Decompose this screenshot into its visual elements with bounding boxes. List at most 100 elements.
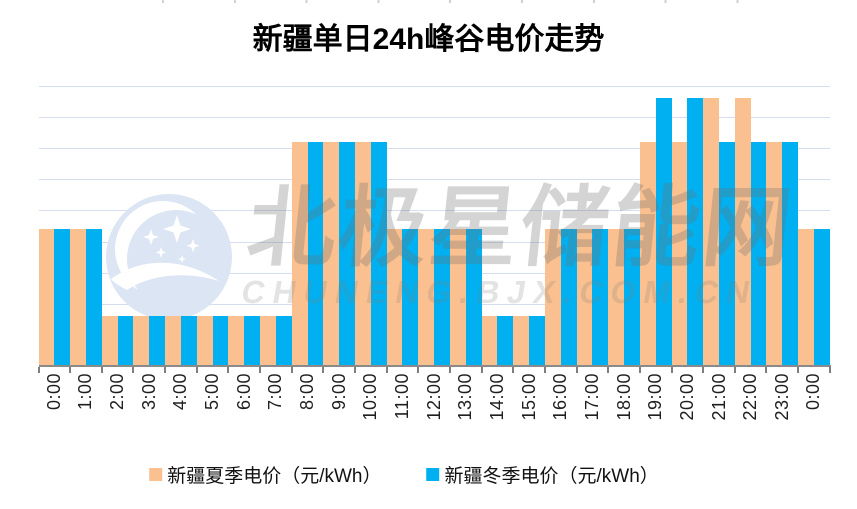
bar-summer-4:00	[165, 316, 181, 367]
bar-summer-16:00	[544, 229, 561, 367]
bar-winter-8:00	[307, 141, 324, 367]
watermark-text-en: CHUNENG.BJX.COM.CN	[238, 274, 761, 310]
gridline	[38, 210, 830, 212]
bjx-crescent-stars-logo-icon	[106, 194, 232, 320]
x-axis-label-text: 16:00	[550, 373, 571, 421]
axis-tick	[512, 367, 515, 374]
bars-layer	[38, 86, 830, 367]
axis-tick	[733, 367, 736, 374]
bar-winter-14:00	[497, 316, 514, 367]
watermark-text-cn: 北极星储能网	[242, 178, 800, 277]
bar-summer-22:00	[734, 98, 751, 367]
x-axis-labels: 0:00 1:00 2:00 3:00 4:00 5:00 6:00 7:00 8:00 9:00…	[39, 373, 831, 445]
bar-winter-15:00	[529, 316, 545, 367]
gridline	[38, 148, 830, 150]
bar-winter-2:00	[117, 316, 134, 367]
x-axis-ticks	[37, 367, 831, 374]
legend: 新疆夏季电价（元/kWh） 新疆冬季电价（元/kWh）	[149, 461, 659, 488]
x-axis-label: 22:00	[738, 373, 764, 443]
legend-item-summer: 新疆夏季电价（元/kWh）	[149, 461, 382, 488]
x-axis-label: 16:00	[548, 373, 574, 443]
bar-winter-16:00	[560, 229, 577, 367]
bar-winter-12:00	[434, 229, 450, 367]
bar-summer-18:00	[608, 229, 625, 367]
x-axis-label: 12:00	[421, 373, 447, 443]
axis-tick	[448, 367, 451, 374]
x-axis-label: 7:00	[263, 373, 289, 443]
bar-summer-10:00	[355, 141, 371, 367]
bar-winter-0:00	[54, 229, 71, 367]
bar-summer-17:00	[576, 229, 593, 367]
x-axis-label-text: 20:00	[676, 373, 697, 421]
x-axis-label-text: 5:00	[202, 373, 223, 411]
legend-swatch-summer	[149, 468, 163, 481]
bar-summer-14:00	[481, 316, 498, 367]
bar-winter-23:00	[782, 141, 799, 367]
x-axis-label-text: 4:00	[170, 373, 191, 411]
axis-tick	[164, 367, 167, 374]
bar-winter-20:00	[687, 98, 704, 367]
bar-summer-2:00	[101, 316, 118, 367]
x-axis-label: 11:00	[389, 373, 415, 443]
bar-summer-23:00	[766, 141, 783, 367]
x-axis-label-text: 0:00	[43, 373, 64, 411]
axis-tick	[480, 367, 483, 374]
bar-winter-7:00	[275, 316, 292, 367]
legend-label: 新疆夏季电价（元/kWh）	[167, 466, 382, 487]
x-axis-label-text: 12:00	[423, 373, 444, 421]
x-axis-label-text: 13:00	[455, 373, 476, 421]
cropped-axis-marks	[162, 0, 762, 3]
legend-label: 新疆冬季电价（元/kWh）	[444, 466, 659, 487]
x-axis-label: 8:00	[295, 373, 321, 443]
bar-summer-15:00	[513, 316, 530, 367]
x-axis-label: 20:00	[674, 373, 700, 443]
bar-winter-11:00	[402, 229, 419, 367]
bar-summer-3:00	[133, 316, 150, 367]
bar-winter-9:00	[339, 141, 355, 367]
x-axis-label: 13:00	[453, 373, 479, 443]
bar-summer-6:00	[228, 316, 245, 367]
axis-tick	[543, 367, 546, 374]
axis-tick	[69, 367, 72, 374]
x-axis-label-text: 21:00	[708, 373, 729, 421]
bar-winter-13:00	[465, 229, 482, 367]
x-axis-label-text: 23:00	[771, 373, 792, 421]
axis-tick	[195, 367, 198, 374]
bar-summer-19:00	[639, 141, 656, 367]
x-axis-label-text: 10:00	[360, 373, 381, 421]
bar-summer-8:00	[291, 141, 308, 367]
x-axis-label: 0:00	[41, 373, 67, 443]
bar-winter-10:00	[370, 141, 387, 367]
x-axis-label: 23:00	[769, 373, 795, 443]
x-axis-label-text: 18:00	[613, 373, 634, 421]
x-axis-label-text: 2:00	[107, 373, 128, 411]
bar-summer-21:00	[703, 98, 719, 367]
axis-tick	[607, 367, 610, 374]
x-axis-label-text: 3:00	[138, 373, 159, 411]
x-axis-label-text: 0:00	[803, 373, 824, 411]
x-axis-label: 1:00	[73, 373, 99, 443]
x-axis-label: 0:00	[801, 373, 827, 443]
axis-tick	[37, 367, 40, 374]
bar-winter-19:00	[655, 98, 672, 367]
axis-tick	[828, 367, 831, 374]
bar-summer-0:00	[798, 229, 814, 367]
x-axis-label-text: 22:00	[740, 373, 761, 421]
axis-tick	[670, 367, 673, 374]
bar-summer-20:00	[671, 141, 688, 367]
bar-winter-1:00	[85, 229, 102, 367]
bar-winter-6:00	[244, 316, 261, 367]
x-axis-label: 18:00	[611, 373, 637, 443]
axis-tick	[322, 367, 325, 374]
bar-summer-11:00	[386, 229, 403, 367]
axis-tick	[290, 367, 293, 374]
bar-winter-21:00	[719, 141, 735, 367]
x-axis-label-text: 9:00	[328, 373, 349, 411]
x-axis-label-text: 1:00	[75, 373, 96, 411]
x-axis-label-text: 7:00	[265, 373, 286, 411]
x-axis-label: 15:00	[516, 373, 542, 443]
x-axis-label-text: 15:00	[518, 373, 539, 421]
bar-winter-4:00	[180, 316, 197, 367]
axis-tick	[765, 367, 768, 374]
